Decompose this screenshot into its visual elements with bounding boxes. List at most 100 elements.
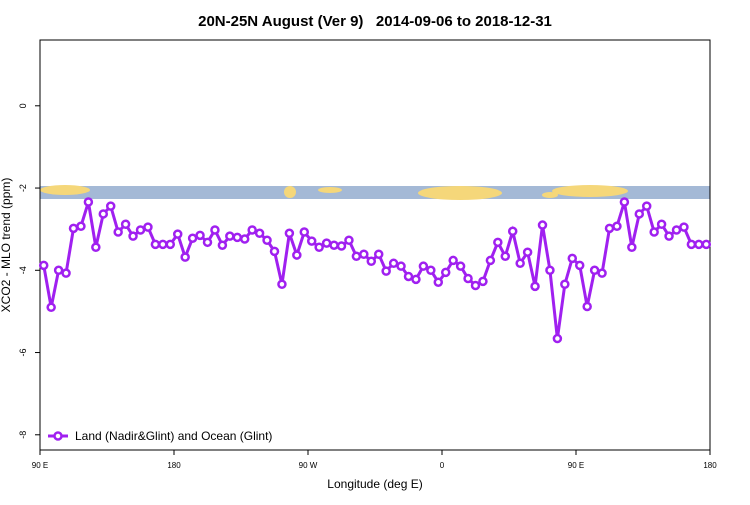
- point: [694, 239, 704, 250]
- point: [500, 251, 511, 262]
- point: [686, 239, 697, 250]
- point: [388, 258, 399, 269]
- point: [426, 265, 436, 276]
- legend-label: Land (Nadir&Glint) and Ocean (Glint): [75, 429, 272, 443]
- point: [671, 225, 682, 235]
- point: [485, 255, 496, 266]
- point: [277, 279, 287, 290]
- x-tick-label: 180: [703, 461, 717, 470]
- point: [552, 333, 563, 344]
- point: [46, 302, 56, 313]
- x-axis-label: Longitude (deg E): [327, 477, 422, 491]
- x-tick-label: 90 E: [32, 461, 48, 470]
- point: [299, 227, 310, 237]
- map-strip: [40, 185, 710, 200]
- point: [336, 241, 347, 251]
- point: [195, 230, 205, 241]
- point: [381, 266, 391, 276]
- point: [522, 247, 533, 257]
- point: [98, 209, 109, 219]
- point: [351, 251, 362, 262]
- point: [418, 261, 429, 271]
- point: [641, 201, 652, 211]
- point: [53, 265, 64, 276]
- point: [507, 226, 518, 236]
- y-tick-label: -4: [18, 266, 28, 274]
- y-tick-label: -8: [18, 431, 28, 439]
- point: [359, 249, 369, 260]
- point: [217, 240, 228, 250]
- series-line: [42, 201, 707, 339]
- point: [321, 238, 332, 248]
- point: [634, 209, 645, 219]
- point: [232, 232, 243, 243]
- point: [165, 239, 176, 250]
- point: [656, 219, 667, 229]
- point: [612, 221, 622, 232]
- point: [292, 250, 302, 260]
- point: [448, 255, 458, 266]
- point: [306, 236, 317, 246]
- point: [463, 273, 473, 284]
- point: [589, 265, 600, 276]
- point: [120, 219, 131, 229]
- point: [105, 201, 116, 211]
- point: [83, 197, 94, 207]
- point: [530, 281, 540, 292]
- x-tick-label: 90 W: [299, 461, 318, 470]
- point: [180, 252, 190, 262]
- point: [701, 239, 712, 250]
- legend-marker: [53, 431, 63, 441]
- point: [567, 253, 578, 264]
- point: [225, 231, 235, 241]
- point: [574, 260, 585, 271]
- point: [560, 279, 570, 290]
- point: [440, 267, 451, 278]
- point: [150, 239, 161, 250]
- point: [597, 268, 607, 278]
- point: [329, 240, 339, 250]
- point: [627, 242, 637, 253]
- chart-title: 20N-25N August (Ver 9) 2014-09-06 to 201…: [198, 13, 552, 30]
- point: [537, 220, 548, 230]
- point: [619, 197, 630, 207]
- point: [68, 223, 79, 234]
- point: [128, 231, 138, 241]
- point: [158, 239, 168, 250]
- point: [403, 271, 414, 282]
- point: [254, 228, 265, 239]
- point: [284, 228, 295, 239]
- point: [478, 276, 488, 287]
- point: [396, 261, 406, 271]
- y-axis-label: XCO2 - MLO trend (ppm): [0, 178, 13, 313]
- point: [210, 225, 220, 235]
- point: [269, 246, 280, 257]
- point: [433, 277, 444, 287]
- y-tick-label: 0: [18, 103, 28, 108]
- point: [38, 260, 49, 271]
- x-tick-label: 90 E: [568, 461, 584, 470]
- point: [604, 223, 615, 234]
- point: [515, 258, 525, 269]
- point: [143, 222, 153, 232]
- point: [679, 222, 689, 232]
- point: [545, 265, 555, 276]
- point: [470, 280, 481, 291]
- x-tick-label: 0: [440, 461, 445, 470]
- point: [493, 237, 503, 248]
- point: [262, 235, 272, 246]
- point: [455, 261, 466, 271]
- point: [582, 301, 592, 312]
- point: [91, 242, 101, 253]
- plot-frame: [39, 39, 711, 451]
- point: [649, 227, 659, 237]
- point: [172, 229, 183, 239]
- point: [411, 274, 421, 285]
- point: [202, 237, 213, 248]
- point: [247, 225, 257, 235]
- point: [76, 221, 86, 232]
- point: [187, 233, 198, 243]
- x-tick-label: 180: [167, 461, 181, 470]
- point: [344, 235, 354, 246]
- point: [61, 268, 71, 278]
